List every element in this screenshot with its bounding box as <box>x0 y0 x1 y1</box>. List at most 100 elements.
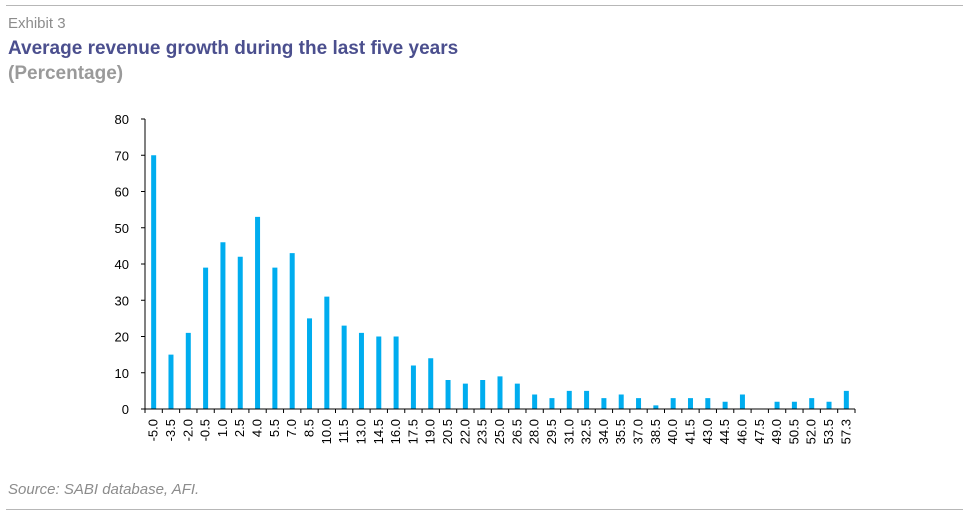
x-tick-label: 38.5 <box>648 419 663 444</box>
y-tick-label: 70 <box>115 148 129 163</box>
bar <box>687 398 693 409</box>
exhibit-label: Exhibit 3 <box>8 15 66 32</box>
y-tick-label: 40 <box>115 257 129 272</box>
x-tick-label: 32.5 <box>579 419 594 444</box>
x-tick-label: 7.0 <box>284 419 299 437</box>
x-tick-label: 1.0 <box>215 419 230 437</box>
bar <box>255 216 261 409</box>
bars-group <box>151 155 849 409</box>
x-tick-label: 10.0 <box>319 419 334 444</box>
x-axis: -5.0 -3.5 -2.0 -0.5 1.0 2.5 4.0 5.5 7.0 8.5 10.0 11… <box>144 408 856 444</box>
bar <box>532 394 538 409</box>
x-tick-label: 31.0 <box>561 419 576 444</box>
bar <box>376 336 382 409</box>
bar <box>636 398 642 409</box>
chart-subtitle: (Percentage) <box>8 63 124 84</box>
x-tick-label: 11.5 <box>336 419 351 443</box>
x-tick-label: 22.0 <box>457 419 472 444</box>
bar <box>566 390 572 409</box>
chart-title: Average revenue growth during the last f… <box>8 38 459 59</box>
bar <box>410 365 416 409</box>
bar <box>428 358 434 409</box>
bar <box>289 253 295 409</box>
source-note: Source: SABI database, AFI. <box>8 481 200 498</box>
bar <box>220 242 226 409</box>
bottom-rule <box>6 509 963 510</box>
x-tick-label: 14.5 <box>371 419 386 444</box>
x-tick-label: 20.5 <box>440 419 455 444</box>
x-tick-label: 37.0 <box>631 419 646 444</box>
y-tick-label: 30 <box>115 293 129 308</box>
bar <box>843 390 849 409</box>
bar <box>393 336 399 409</box>
x-tick-label: -3.5 <box>163 419 178 441</box>
bar <box>168 354 174 409</box>
y-axis: 0 10 20 30 40 50 60 70 80 <box>115 112 146 417</box>
x-tick-label: 57.3 <box>838 419 853 444</box>
bar <box>237 256 243 409</box>
bar <box>151 155 157 409</box>
bar <box>549 398 555 409</box>
y-tick-label: 50 <box>115 221 129 236</box>
x-tick-label: -5.0 <box>146 419 161 441</box>
x-tick-label: 28.0 <box>527 419 542 444</box>
y-tick-label: 0 <box>122 402 129 417</box>
x-tick-label: 43.0 <box>700 419 715 444</box>
x-tick-label: 16.0 <box>388 419 403 444</box>
bar <box>739 394 745 409</box>
x-tick-label: 29.5 <box>544 419 559 444</box>
x-tick-label: 23.5 <box>475 419 490 444</box>
x-tick-label: 44.5 <box>717 419 732 444</box>
y-tick-label: 60 <box>115 185 129 200</box>
x-tick-label: 4.0 <box>250 419 265 437</box>
x-tick-label: 46.0 <box>734 419 749 444</box>
bar <box>480 380 486 409</box>
bar <box>584 390 590 409</box>
x-tick-label: 8.5 <box>302 419 317 437</box>
x-tick-label: 34.0 <box>596 419 611 444</box>
x-tick-label: 40.0 <box>665 419 680 444</box>
bar <box>358 332 364 409</box>
bar <box>307 318 313 409</box>
bar <box>774 401 780 409</box>
bar <box>203 267 209 409</box>
x-tick-label: 13.0 <box>353 419 368 444</box>
bar <box>618 394 624 409</box>
y-tick-label: 80 <box>115 112 129 127</box>
x-tick-label: 47.5 <box>752 419 767 444</box>
y-tick-label: 10 <box>115 366 129 381</box>
bar <box>826 401 832 409</box>
bar <box>722 401 728 409</box>
x-tick-label: 35.5 <box>613 419 628 444</box>
bar <box>341 325 347 409</box>
x-tick-label: 25.0 <box>492 419 507 444</box>
bar <box>601 398 607 409</box>
x-tick-label: 41.5 <box>682 419 697 444</box>
bar <box>653 405 659 409</box>
x-tick-label: 2.5 <box>232 419 247 437</box>
bar <box>185 332 191 409</box>
y-tick-label: 20 <box>115 330 129 345</box>
x-tick-label: 5.5 <box>267 419 282 437</box>
bar <box>514 383 520 409</box>
x-tick-label: 53.5 <box>821 419 836 444</box>
x-tick-label: 52.0 <box>804 419 819 444</box>
bar <box>324 296 330 409</box>
bar <box>809 398 815 409</box>
x-tick-label: 26.5 <box>509 419 524 444</box>
x-tick-label: 19.0 <box>423 419 438 444</box>
bar <box>705 398 711 409</box>
top-rule <box>6 5 963 6</box>
x-tick-label: 49.0 <box>769 419 784 444</box>
bar <box>791 401 797 409</box>
bar <box>497 376 503 409</box>
x-tick-label: -0.5 <box>198 419 213 441</box>
bar <box>462 383 468 409</box>
bar <box>670 398 676 409</box>
x-tick-label: 17.5 <box>405 419 420 444</box>
bar <box>272 267 278 409</box>
x-tick-label: 50.5 <box>786 419 801 444</box>
x-tick-label: -2.0 <box>180 419 195 441</box>
bar <box>445 380 451 409</box>
